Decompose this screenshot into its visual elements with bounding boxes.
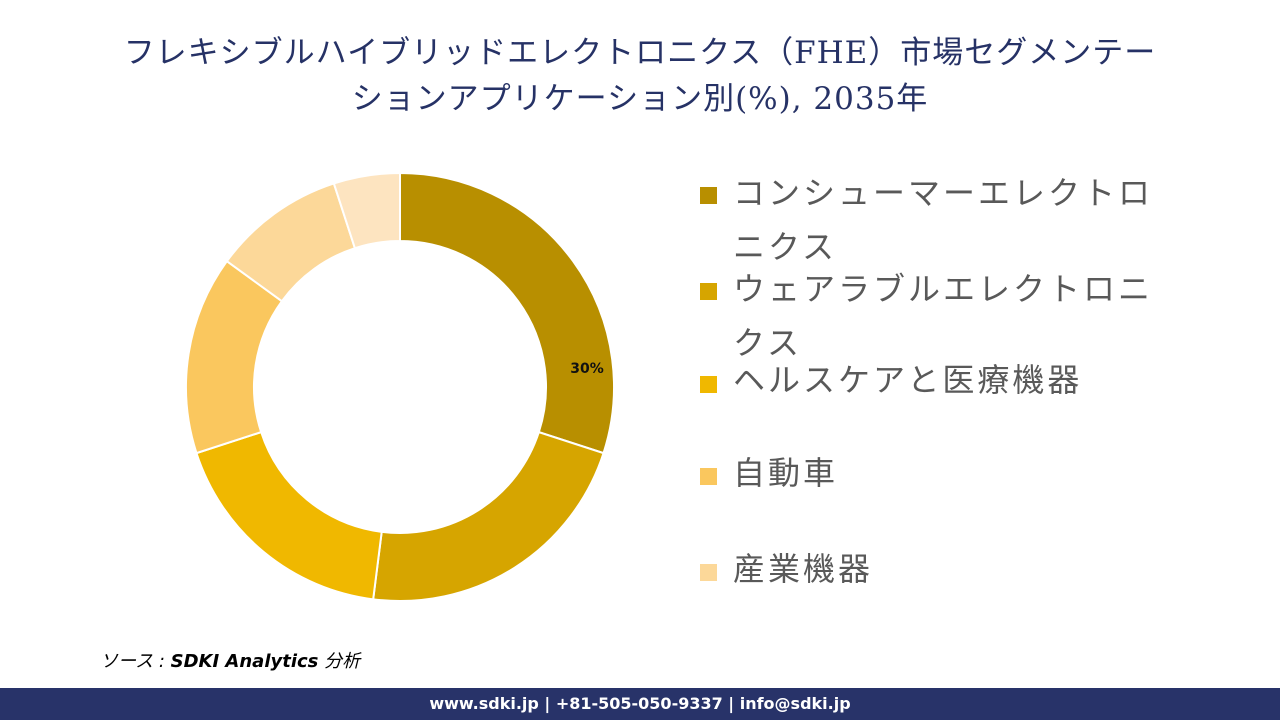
donut-slice-6[interactable] <box>332 171 401 250</box>
chart-title-line1: フレキシブルハイブリッドエレクトロニクス（FHE）市場セグメンテー <box>123 35 1157 71</box>
legend-swatch <box>700 187 717 204</box>
footer-contact-bar: www.sdki.jp | +81-505-050-9337 | info@sd… <box>0 688 1280 720</box>
source-prefix: ソース : <box>100 651 171 672</box>
source-note: ソース : SDKI Analytics 分析 <box>100 647 360 673</box>
source-suffix: 分析 <box>318 651 361 672</box>
legend-label: ヘルスケアと医療機器 <box>733 361 1083 399</box>
legend-label: ウェアラブルエレクトロニ クス <box>733 270 1154 362</box>
source-name: SDKI Analytics <box>170 651 319 672</box>
legend-label: コンシューマーエレクトロ ニクス <box>733 174 1154 266</box>
legend-swatch <box>700 564 717 581</box>
legend-label: 産業機器 <box>733 550 874 588</box>
donut-slice-3[interactable] <box>195 430 383 601</box>
donut-slice-1[interactable] <box>399 171 615 455</box>
data-label-1: 30% <box>570 361 604 377</box>
chart-title-line2: ションアプリケーション別(%), 2035年 <box>351 81 929 117</box>
legend-label: 自動車 <box>733 454 839 492</box>
legend-swatch <box>700 283 717 300</box>
chart-title: フレキシブルハイブリッドエレクトロニクス（FHE）市場セグメンテー ションアプリ… <box>0 30 1280 122</box>
legend-swatch <box>700 376 717 393</box>
legend-swatch <box>700 468 717 485</box>
donut-slice-2[interactable] <box>372 430 605 602</box>
